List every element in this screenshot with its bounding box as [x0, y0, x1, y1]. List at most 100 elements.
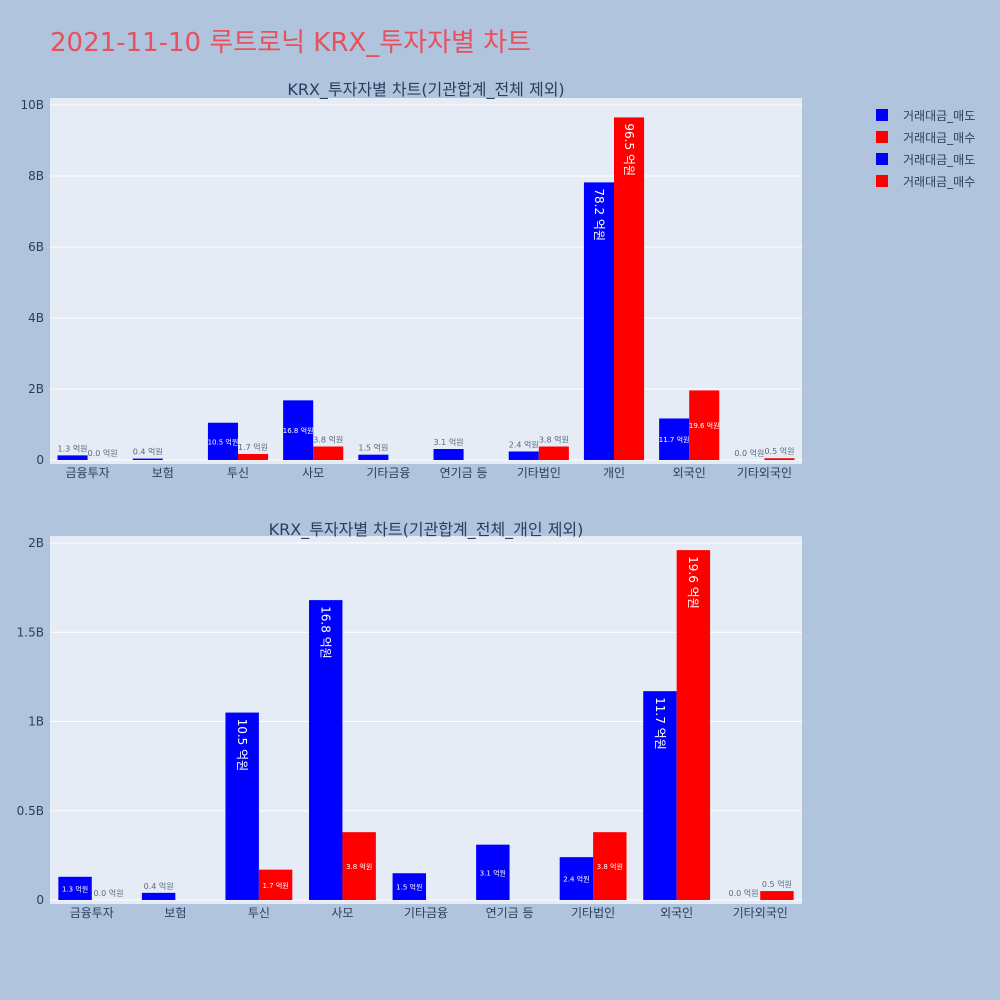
bar-value-label: 96.5 억원 — [622, 123, 636, 176]
bar-buy — [342, 832, 376, 900]
x-tick-label: 기타금융 — [404, 906, 448, 920]
bar-value-label: 1.3 억원 — [62, 884, 88, 893]
legend-swatch-sell — [876, 153, 888, 165]
x-tick-label: 보험 — [164, 906, 186, 920]
bar-buy — [313, 446, 344, 460]
y-tick-label: 4B — [28, 311, 44, 325]
legend-label: 거래대금_매도 — [903, 108, 976, 123]
x-tick-label: 기타법인 — [517, 466, 561, 480]
bar-sell — [583, 182, 614, 460]
bar-value-label: 16.8 억원 — [283, 426, 314, 435]
x-tick-label: 기타외국인 — [737, 466, 792, 480]
bar-value-label: 0.5 억원 — [764, 446, 794, 456]
x-tick-label: 사모 — [302, 466, 324, 480]
x-tick-label: 보험 — [152, 466, 174, 480]
legend-item-buy-2[interactable]: 거래대금_매수 — [876, 170, 975, 192]
bar-sell — [141, 892, 176, 900]
bar-value-label: 19.6 억원 — [689, 421, 720, 430]
x-tick-label: 기타외국인 — [733, 906, 788, 920]
x-tick-label: 개인 — [603, 466, 625, 480]
y-tick-label: 1B — [28, 715, 44, 729]
bar-buy — [760, 891, 794, 900]
bar-value-label: 16.8 억원 — [319, 606, 333, 659]
bar-sell — [283, 400, 314, 460]
bar-sell — [508, 451, 539, 460]
legend-swatch-buy — [876, 131, 888, 143]
bar-value-label: 10.5 억원 — [235, 719, 249, 772]
page-title: 2021-11-10 루트로닉 KRX_투자자별 차트 — [50, 28, 532, 58]
bar-value-label: 0.0 억원 — [88, 448, 118, 458]
bar-value-label: 78.2 억원 — [592, 188, 606, 241]
bar-sell — [559, 857, 594, 900]
x-tick-label: 투신 — [227, 466, 249, 480]
y-tick-label: 10B — [20, 98, 44, 112]
bar-buy — [593, 832, 627, 900]
bar-value-label: 1.5 억원 — [358, 443, 388, 453]
bar-buy — [614, 117, 645, 461]
x-tick-label: 연기금 등 — [440, 466, 488, 480]
x-tick-label: 외국인 — [673, 466, 706, 480]
bar-buy — [676, 550, 711, 900]
y-tick-label: 0.5B — [17, 804, 44, 818]
bar-value-label: 1.7 억원 — [262, 881, 288, 890]
bar-sell — [309, 600, 343, 900]
bar-value-label: 0.4 억원 — [144, 881, 174, 891]
bar-value-label: 3.1 억원 — [480, 868, 506, 877]
bar-sell — [358, 454, 389, 460]
legend: 거래대금_매도 거래대금_매수 거래대금_매도 거래대금_매수 — [876, 104, 975, 192]
legend-item-sell-2[interactable]: 거래대금_매도 — [876, 148, 975, 170]
bar-buy — [238, 453, 269, 460]
y-tick-label: 1.5B — [17, 625, 44, 639]
bar-value-label: 0.0 억원 — [734, 448, 764, 458]
legend-label: 거래대금_매수 — [903, 130, 976, 145]
bar-value-label: 10.5 억원 — [208, 437, 239, 446]
y-tick-label: 0 — [36, 893, 44, 907]
x-tick-label: 연기금 등 — [486, 906, 534, 920]
x-tick-label: 금융투자 — [70, 906, 114, 920]
bar-value-label: 0.0 억원 — [93, 888, 123, 898]
x-tick-label: 외국인 — [660, 906, 693, 920]
bar-sell — [643, 691, 677, 900]
bar-value-label: 3.1 억원 — [434, 437, 464, 447]
bar-value-label: 3.8 억원 — [539, 435, 569, 445]
legend-item-buy[interactable]: 거래대금_매수 — [876, 126, 975, 148]
bar-value-label: 3.8 억원 — [313, 435, 343, 445]
bar-buy — [689, 390, 720, 460]
bar-buy — [258, 869, 293, 900]
bar-value-label: 11.7 억원 — [653, 697, 667, 750]
x-tick-label: 금융투자 — [66, 466, 110, 480]
y-tick-label: 2B — [28, 536, 44, 550]
chart-title: KRX_투자자별 차트(기관합계_전체_개인 제외) — [269, 520, 584, 540]
bar-value-label: 0.5 억원 — [762, 879, 792, 889]
x-tick-label: 기타금융 — [366, 466, 410, 480]
plot-area — [50, 98, 802, 464]
bar-value-label: 0.4 억원 — [133, 447, 163, 457]
bar-sell — [433, 448, 464, 460]
bar-value-label: 3.8 억원 — [597, 862, 623, 871]
legend-label: 거래대금_매도 — [903, 152, 976, 167]
legend-swatch-buy — [876, 175, 888, 187]
bar-value-label: 2.4 억원 — [509, 439, 539, 449]
y-tick-label: 2B — [28, 382, 44, 396]
bar-sell — [57, 455, 88, 460]
bar-sell — [225, 712, 259, 900]
bar-sell — [132, 458, 163, 460]
bar-value-label: 3.8 억원 — [346, 862, 372, 871]
y-tick-label: 6B — [28, 240, 44, 254]
bar-buy — [764, 458, 795, 460]
bar-sell — [659, 418, 690, 460]
bar-sell — [476, 844, 510, 900]
bar-value-label: 1.7 억원 — [238, 442, 268, 452]
bar-sell — [207, 422, 238, 460]
bar-value-label: 11.7 억원 — [659, 435, 690, 444]
chart-title: KRX_투자자별 차트(기관합계_전체 제외) — [287, 80, 564, 100]
legend-item-sell[interactable]: 거래대금_매도 — [876, 104, 975, 126]
bar-buy — [538, 446, 569, 460]
x-tick-label: 기타법인 — [571, 906, 615, 920]
bar-sell — [392, 873, 426, 900]
bar-value-label: 19.6 억원 — [686, 556, 700, 609]
bar-value-label: 0.0 억원 — [729, 888, 759, 898]
bar-value-label: 2.4 억원 — [563, 875, 589, 884]
bar-value-label: 1.5 억원 — [396, 883, 422, 892]
